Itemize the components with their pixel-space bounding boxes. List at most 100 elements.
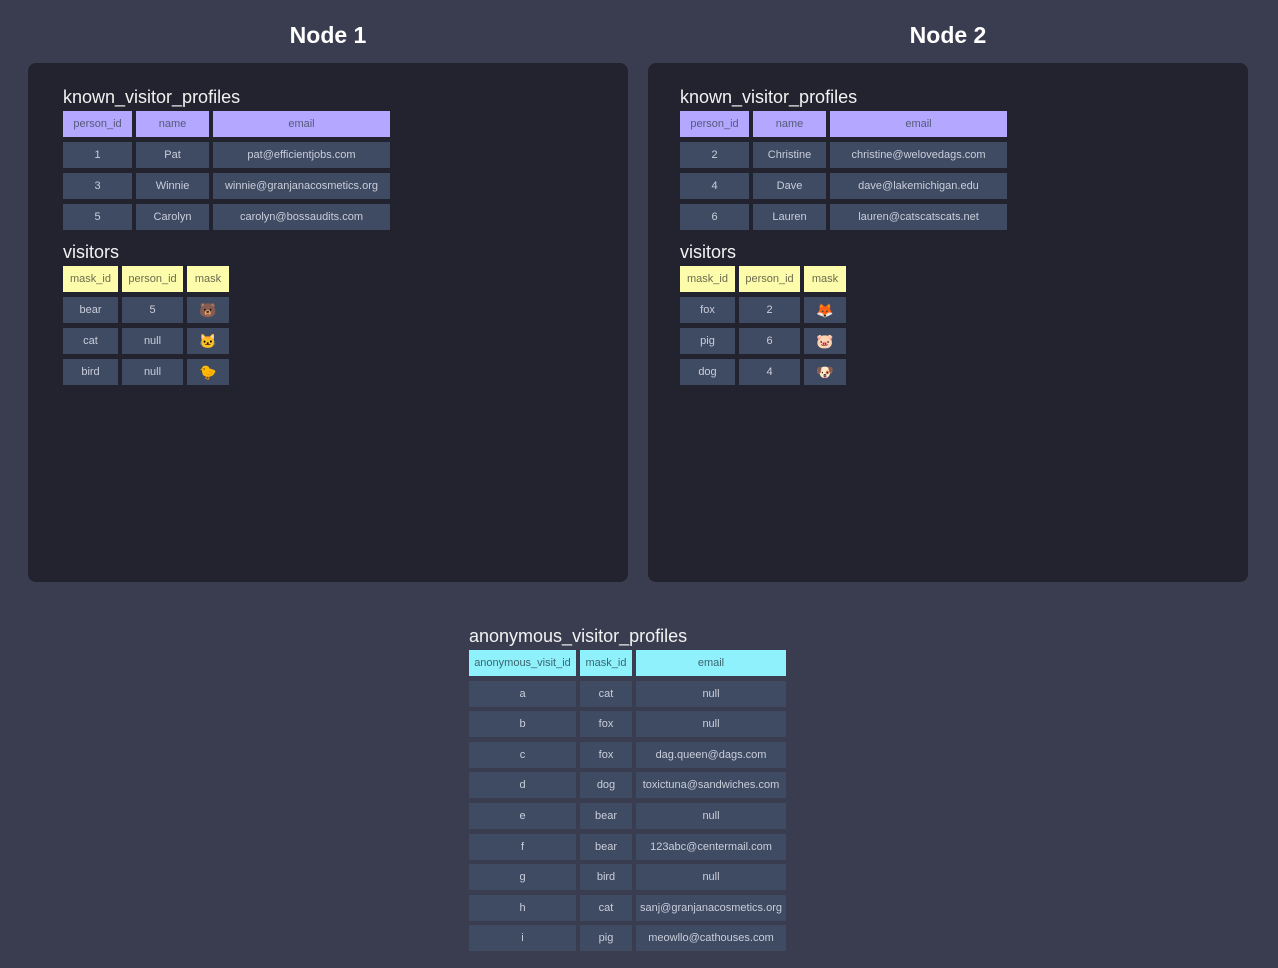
table-cell: 5	[63, 204, 132, 230]
table-row: 5 Carolyn carolyn@bossaudits.com	[63, 204, 390, 230]
header-row: mask_id person_id mask	[680, 266, 846, 292]
table-cell: dave@lakemichigan.edu	[830, 173, 1007, 199]
visitors-table: visitors mask_id person_id mask bear 5 🐻 cat nul…	[63, 240, 229, 390]
table-cell: pig	[580, 925, 632, 952]
column-header: name	[753, 111, 826, 137]
table-cell: 2	[739, 297, 800, 323]
table-cell: bear	[580, 833, 632, 860]
table-cell: carolyn@bossaudits.com	[213, 204, 390, 230]
table-cell: 🦊	[804, 297, 846, 323]
table-cell: null	[636, 864, 786, 891]
table-row: pig 6 🐷	[680, 328, 846, 354]
header-row: person_id name email	[63, 111, 390, 137]
header-row: person_id name email	[680, 111, 1007, 137]
table-row: d dog toxictuna@sandwiches.com	[469, 772, 786, 799]
table-cell: null	[636, 711, 786, 738]
visitors-table: visitors mask_id person_id mask fox 2 🦊 pig 6 🐷 do…	[680, 240, 846, 390]
table-cell: 5	[122, 297, 183, 323]
table-row: h cat sanj@granjanacosmetics.org	[469, 894, 786, 921]
node-1-title: Node 1	[289, 22, 367, 48]
table-cell: 4	[739, 359, 800, 385]
column-header: person_id	[63, 111, 132, 137]
table-row: f bear 123abc@centermail.com	[469, 833, 786, 860]
known-visitor-profiles-table: known_visitor_profiles person_id name email…	[63, 85, 390, 235]
table-cell: b	[469, 711, 576, 738]
table-cell: null	[122, 359, 183, 385]
column-header: mask_id	[63, 266, 118, 292]
table-cell: cat	[63, 328, 118, 354]
table-cell: 🐤	[187, 359, 229, 385]
table-cell: 🐶	[804, 359, 846, 385]
column-header: person_id	[739, 266, 800, 292]
header-row: anonymous_visit_id mask_id email	[469, 650, 786, 676]
table-row: 1 Pat pat@efficientjobs.com	[63, 142, 390, 168]
table-row: dog 4 🐶	[680, 359, 846, 385]
table-cell: 🐷	[804, 328, 846, 354]
table-cell: i	[469, 925, 576, 952]
table-title: known_visitor_profiles	[63, 87, 241, 107]
table-row: bear 5 🐻	[63, 297, 229, 323]
table-title: known_visitor_profiles	[680, 87, 858, 107]
column-header: email	[636, 650, 786, 676]
table-cell: 🐱	[187, 328, 229, 354]
table-cell: 🐻	[187, 297, 229, 323]
table-cell: sanj@granjanacosmetics.org	[636, 894, 786, 921]
table-cell: bird	[63, 359, 118, 385]
table-cell: 4	[680, 173, 749, 199]
table-cell: Pat	[136, 142, 209, 168]
table-cell: 6	[680, 204, 749, 230]
table-cell: e	[469, 802, 576, 829]
table-cell: cat	[580, 894, 632, 921]
table-cell: null	[636, 680, 786, 707]
node-1-panel: known_visitor_profiles person_id name email…	[28, 63, 628, 582]
table-cell: a	[469, 680, 576, 707]
table-row: fox 2 🦊	[680, 297, 846, 323]
column-header: name	[136, 111, 209, 137]
table-cell: pig	[680, 328, 735, 354]
table-row: bird null 🐤	[63, 359, 229, 385]
column-header: mask	[187, 266, 229, 292]
table-cell: d	[469, 772, 576, 799]
table-cell: 2	[680, 142, 749, 168]
column-header: person_id	[122, 266, 183, 292]
table-row: 6 Lauren lauren@catscatscats.net	[680, 204, 1007, 230]
column-header: email	[830, 111, 1007, 137]
table-row: a cat null	[469, 680, 786, 707]
table-row: 2 Christine christine@welovedags.com	[680, 142, 1007, 168]
column-header: mask	[804, 266, 846, 292]
table-cell: dog	[580, 772, 632, 799]
table-row: g bird null	[469, 864, 786, 891]
table-cell: winnie@granjanacosmetics.org	[213, 173, 390, 199]
table-row: e bear null	[469, 802, 786, 829]
table-row: b fox null	[469, 711, 786, 738]
table-cell: cat	[580, 680, 632, 707]
header-row: mask_id person_id mask	[63, 266, 229, 292]
table-cell: pat@efficientjobs.com	[213, 142, 390, 168]
table-cell: christine@welovedags.com	[830, 142, 1007, 168]
table-cell: g	[469, 864, 576, 891]
table-cell: lauren@catscatscats.net	[830, 204, 1007, 230]
table-cell: 1	[63, 142, 132, 168]
table-cell: dag.queen@dags.com	[636, 741, 786, 768]
column-header: mask_id	[680, 266, 735, 292]
table-cell: fox	[580, 741, 632, 768]
table-cell: Carolyn	[136, 204, 209, 230]
known-visitor-profiles-table: known_visitor_profiles person_id name email…	[680, 85, 1007, 235]
table-cell: fox	[680, 297, 735, 323]
table-cell: Winnie	[136, 173, 209, 199]
table-cell: bear	[63, 297, 118, 323]
table-cell: 3	[63, 173, 132, 199]
table-cell: meowllo@cathouses.com	[636, 925, 786, 952]
table-cell: bird	[580, 864, 632, 891]
table-cell: c	[469, 741, 576, 768]
table-cell: null	[122, 328, 183, 354]
column-header: email	[213, 111, 390, 137]
table-title: visitors	[680, 242, 737, 262]
column-header: person_id	[680, 111, 749, 137]
node-2-panel: known_visitor_profiles person_id name email…	[648, 63, 1248, 582]
column-header: mask_id	[580, 650, 632, 676]
table-cell: fox	[580, 711, 632, 738]
table-row: cat null 🐱	[63, 328, 229, 354]
table-title: anonymous_visitor_profiles	[469, 626, 688, 646]
node-2-title: Node 2	[909, 22, 987, 48]
